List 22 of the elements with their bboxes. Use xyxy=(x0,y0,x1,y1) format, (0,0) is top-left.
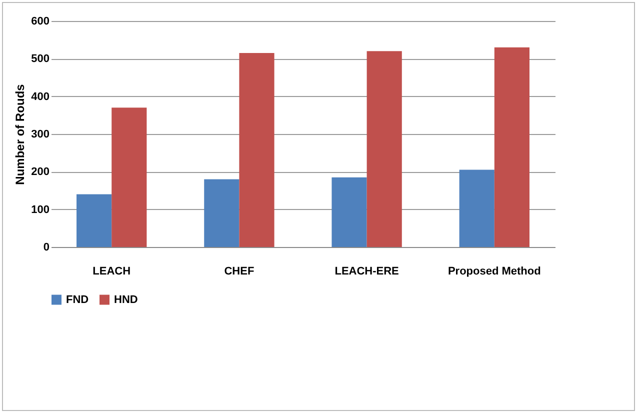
y-tick-label: 200 xyxy=(31,166,50,178)
y-axis-title: Number of Rouds xyxy=(13,84,28,185)
x-tick-label: LEACH xyxy=(92,266,131,278)
y-tick-label: 600 xyxy=(31,16,50,28)
x-tick-label: LEACH-ERE xyxy=(334,266,399,278)
bar xyxy=(366,51,402,247)
x-tick-label: Proposed Method xyxy=(448,266,541,278)
legend-label: FND xyxy=(66,294,89,306)
y-tick-label: 100 xyxy=(31,204,50,216)
legend-label: HND xyxy=(114,294,138,306)
bar xyxy=(332,177,367,247)
y-tick-label: 0 xyxy=(43,242,50,254)
bar xyxy=(459,170,494,247)
y-tick-label: 400 xyxy=(31,90,50,103)
bar xyxy=(76,194,112,247)
bar xyxy=(112,108,147,247)
y-tick-label: 300 xyxy=(31,128,50,140)
bar xyxy=(494,47,530,247)
x-tick-label: CHEF xyxy=(224,266,254,278)
bar xyxy=(204,179,240,247)
bar xyxy=(239,53,274,247)
y-tick-label: 500 xyxy=(31,53,50,66)
